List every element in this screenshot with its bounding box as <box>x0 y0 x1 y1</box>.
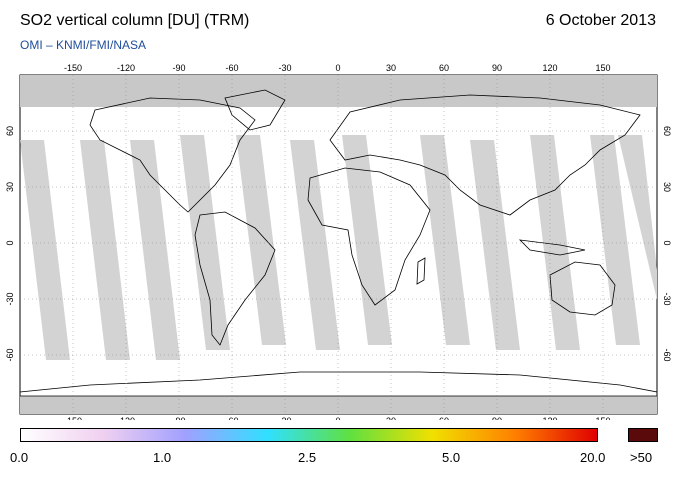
north-america <box>89 97 256 213</box>
lat-tick: 30 <box>5 182 15 192</box>
colorbar-overflow <box>628 428 658 442</box>
lon-tick: 150 <box>595 63 610 73</box>
colorbar-label-2: 2.5 <box>298 450 317 465</box>
south-america <box>194 211 276 346</box>
indonesia <box>518 239 586 256</box>
lon-tick: -90 <box>172 416 185 420</box>
lon-tick: -30 <box>278 416 291 420</box>
lon-tick: -150 <box>64 63 82 73</box>
lon-tick: 0 <box>335 63 340 73</box>
lon-tick: -120 <box>117 63 135 73</box>
lon-tick: 120 <box>542 63 557 73</box>
colorbar-label-3: 5.0 <box>442 450 461 465</box>
lat-tick: -60 <box>5 348 15 361</box>
lon-tick: 120 <box>542 416 557 420</box>
lon-tick: -30 <box>278 63 291 73</box>
lon-tick: 30 <box>386 63 396 73</box>
lon-tick: -60 <box>225 63 238 73</box>
antarctica <box>19 371 658 397</box>
lat-tick: -30 <box>5 292 15 305</box>
lat-tick: 0 <box>662 240 672 245</box>
lat-tick: -30 <box>662 292 672 305</box>
data-credit: OMI – KNMI/FMI/NASA <box>20 38 147 52</box>
lat-tick: 0 <box>5 240 15 245</box>
lon-tick: 30 <box>386 416 396 420</box>
madagascar <box>416 257 426 285</box>
lon-tick: 60 <box>439 63 449 73</box>
colorbar <box>20 428 598 442</box>
lon-tick: -60 <box>225 416 238 420</box>
swath-gaps <box>20 135 657 360</box>
lon-tick: -90 <box>172 63 185 73</box>
lon-tick: -150 <box>64 416 82 420</box>
lat-tick: 60 <box>5 126 15 136</box>
nodata-north <box>20 75 657 107</box>
lon-tick: 0 <box>335 416 340 420</box>
lat-labels-left: 60 30 0 -30 -60 <box>5 126 15 362</box>
lon-labels-bottom: -150 -120 -90 -60 -30 0 30 60 90 120 150 <box>64 416 611 420</box>
colorbar-label-1: 1.0 <box>153 450 172 465</box>
colorbar-label-4: 20.0 <box>580 450 606 465</box>
lat-labels-right: 60 30 0 -30 -60 <box>662 126 672 362</box>
colorbar-label-0: 0.0 <box>10 450 29 465</box>
lon-tick: 90 <box>492 63 502 73</box>
australia <box>549 261 616 316</box>
lon-tick: -120 <box>117 416 135 420</box>
map-title: SO2 vertical column [DU] (TRM) <box>20 12 250 29</box>
lon-labels-top: -150 -120 -90 -60 -30 0 30 60 90 120 150 <box>64 63 611 73</box>
lon-tick: 150 <box>595 416 610 420</box>
map-date: 6 October 2013 <box>545 12 656 29</box>
eurasia <box>329 94 641 216</box>
lat-tick: 30 <box>662 182 672 192</box>
graticule <box>20 75 657 414</box>
africa <box>307 167 431 306</box>
colorbar-label-5: >50 <box>630 450 653 465</box>
lon-tick: 90 <box>492 416 502 420</box>
nodata-south <box>20 396 657 414</box>
world-map: -150 -120 -90 -60 -30 0 30 60 90 120 150… <box>5 63 672 420</box>
lon-tick: 60 <box>439 416 449 420</box>
lat-tick: 60 <box>662 126 672 136</box>
lat-tick: -60 <box>662 348 672 361</box>
